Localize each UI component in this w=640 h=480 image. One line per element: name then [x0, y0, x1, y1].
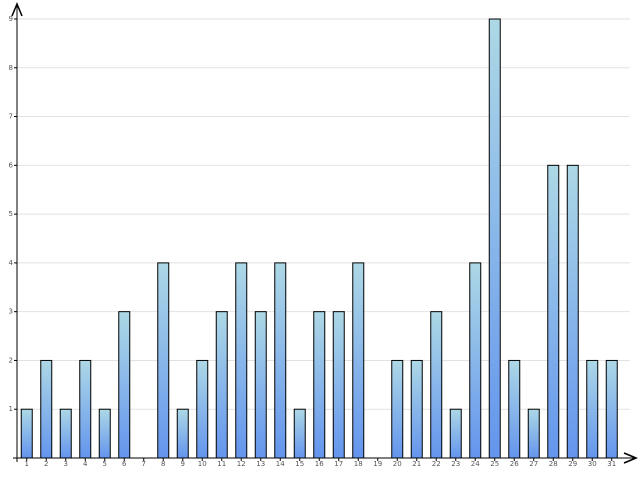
x-tick-label: 5: [103, 460, 107, 468]
x-tick-label: 24: [471, 460, 480, 468]
x-tick-label: 1: [25, 460, 29, 468]
bar: [98, 408, 111, 459]
bar: [313, 311, 326, 459]
bar: [566, 164, 579, 459]
y-tick-label: 1: [9, 405, 13, 413]
x-tick-label: 12: [237, 460, 246, 468]
x-tick-label: 10: [198, 460, 207, 468]
bar: [586, 359, 599, 459]
y-tick-label: 9: [9, 15, 13, 23]
bar: [274, 262, 287, 459]
x-tick-label: 25: [490, 460, 499, 468]
bar: [157, 262, 170, 459]
bar: [332, 311, 345, 459]
x-tick-label: 15: [295, 460, 304, 468]
x-tick-label: 13: [256, 460, 265, 468]
bar: [547, 164, 560, 459]
x-tick-label: 22: [432, 460, 441, 468]
y-tick-label: 5: [9, 210, 13, 218]
y-tick-label: 2: [9, 356, 13, 364]
x-tick-label: 6: [122, 460, 127, 468]
x-tick-label: 16: [315, 460, 324, 468]
bar: [215, 311, 228, 459]
x-tick-label: 19: [373, 460, 382, 468]
x-axis-arrow: [623, 452, 638, 464]
x-tick-label: 17: [334, 460, 343, 468]
y-axis-arrow: [11, 2, 23, 17]
x-tick-label: 28: [549, 460, 558, 468]
y-tick-label: 8: [9, 64, 13, 72]
bar: [391, 359, 404, 459]
bar: [352, 262, 365, 459]
y-tick-label: 3: [9, 308, 13, 316]
y-tick-label: 6: [9, 161, 14, 169]
bar: [605, 359, 618, 459]
bar: [430, 311, 443, 459]
x-tick-label: 14: [276, 460, 285, 468]
x-tick-label: 23: [451, 460, 460, 468]
bar: [176, 408, 189, 459]
bar: [79, 359, 92, 459]
x-tick-label: 3: [64, 460, 68, 468]
bar: [488, 18, 501, 459]
bar: [449, 408, 462, 459]
x-tick-label: 2: [44, 460, 48, 468]
x-tick-label: 29: [568, 460, 577, 468]
bar: [20, 408, 33, 459]
x-tick-label: 8: [161, 460, 165, 468]
x-tick-label: 21: [412, 460, 421, 468]
x-tick-label: 27: [529, 460, 538, 468]
x-tick-label: 30: [588, 460, 597, 468]
bar: [196, 359, 209, 459]
bar: [508, 359, 521, 459]
y-tick-label: 4: [9, 259, 14, 267]
bar: [293, 408, 306, 459]
x-tick-label: 9: [181, 460, 185, 468]
bar: [235, 262, 248, 459]
bar: [469, 262, 482, 459]
x-tick-label: 18: [354, 460, 363, 468]
x-tick-label: 7: [142, 460, 146, 468]
bar: [410, 359, 423, 459]
y-tick-label: 7: [9, 113, 13, 121]
x-tick-label: 4: [83, 460, 88, 468]
bar: [40, 359, 53, 459]
x-tick-label: 11: [217, 460, 226, 468]
bar: [59, 408, 72, 459]
x-tick-label: 20: [393, 460, 402, 468]
bar: [527, 408, 540, 459]
bar: [118, 311, 131, 459]
x-tick-label: 31: [607, 460, 616, 468]
x-tick-label: 26: [510, 460, 519, 468]
bar: [254, 311, 267, 459]
